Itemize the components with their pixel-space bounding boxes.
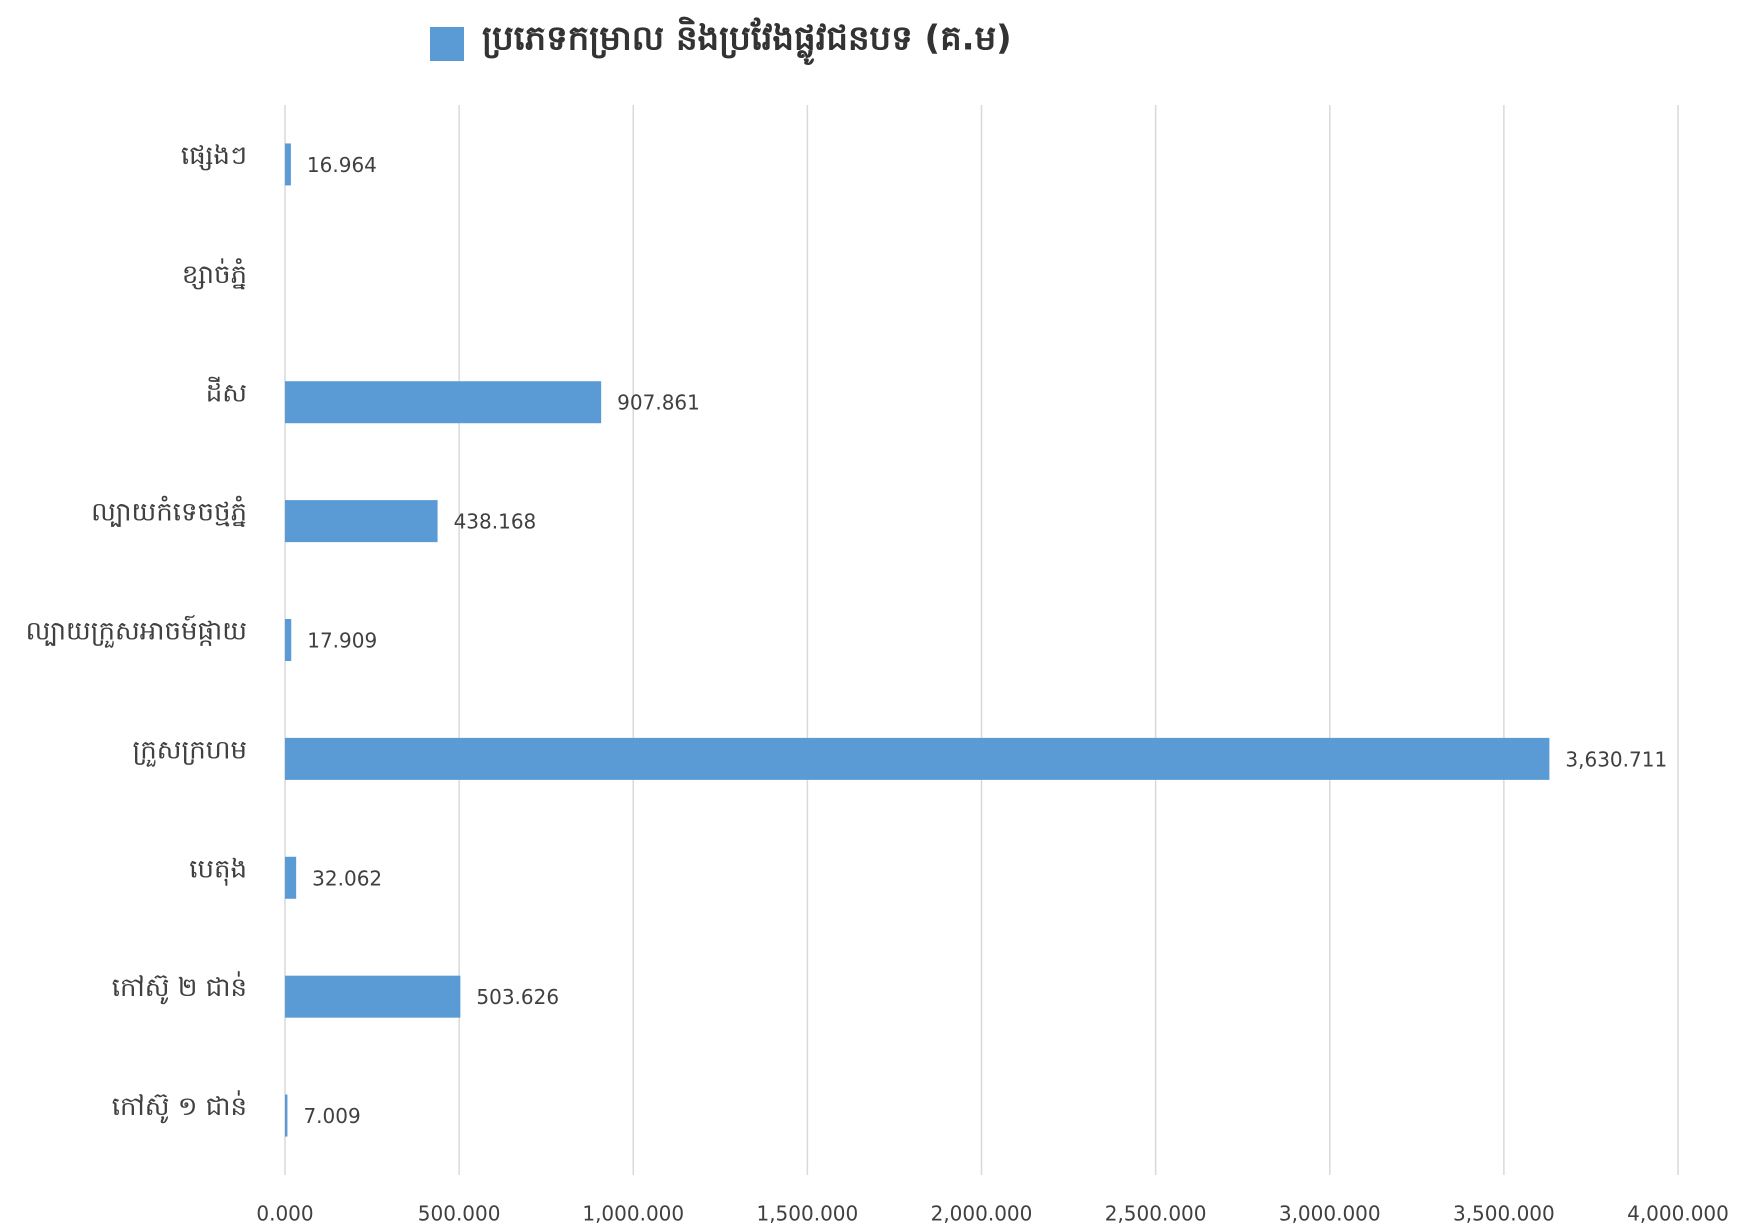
data-label: 907.861 <box>617 391 700 415</box>
x-tick-label: 1,000.000 <box>582 1202 684 1226</box>
bar <box>285 1094 288 1137</box>
y-tick-label: ដីស <box>206 377 247 409</box>
x-tick-label: 3,000.000 <box>1279 1202 1381 1226</box>
x-tick-label: 1,500.000 <box>756 1202 858 1226</box>
x-tick-label: 2,500.000 <box>1105 1202 1207 1226</box>
y-tick-label: ក្រួសក្រហម <box>132 735 247 767</box>
bar <box>285 975 461 1018</box>
bar <box>285 500 438 543</box>
x-tick-label: 2,000.000 <box>931 1202 1033 1226</box>
data-label: 7.009 <box>303 1104 360 1128</box>
x-tick-label: 0.000 <box>256 1202 313 1226</box>
bar <box>285 737 1550 780</box>
y-tick-label: ផ្សេងៗ <box>181 141 247 171</box>
bar <box>285 381 602 424</box>
bar <box>285 619 292 661</box>
bar <box>285 143 291 186</box>
legend-swatch <box>430 27 464 61</box>
y-tick-label: កៅស៊ូ ២ ជាន់ <box>112 971 247 1005</box>
x-tick-label: 3,500.000 <box>1453 1202 1555 1226</box>
y-tick-label: ល្បាយក្រួសអាចម៍ផ្កាយ <box>26 615 247 649</box>
data-label: 503.626 <box>476 985 559 1009</box>
y-tick-label: ខ្សាច់ភ្នំ <box>182 258 247 290</box>
legend-label: ប្រភេទកម្រាល និងប្រវែងផ្លូវជនបទ (គ.ម) <box>482 17 1012 66</box>
y-tick-label: បេតុង <box>189 854 247 886</box>
x-tick-label: 4,000.000 <box>1627 1202 1729 1226</box>
y-tick-label: ល្បាយកំទេចថ្មភ្នំ <box>91 496 247 528</box>
data-label: 16.964 <box>307 153 377 177</box>
data-label: 438.168 <box>454 510 537 534</box>
data-label: 3,630.711 <box>1565 747 1667 771</box>
y-tick-label: កៅស៊ូ ១ ជាន់ <box>112 1090 247 1124</box>
bar <box>285 856 297 899</box>
data-label: 17.909 <box>307 629 377 653</box>
x-tick-label: 500.000 <box>418 1202 501 1226</box>
data-label: 32.062 <box>312 866 382 890</box>
